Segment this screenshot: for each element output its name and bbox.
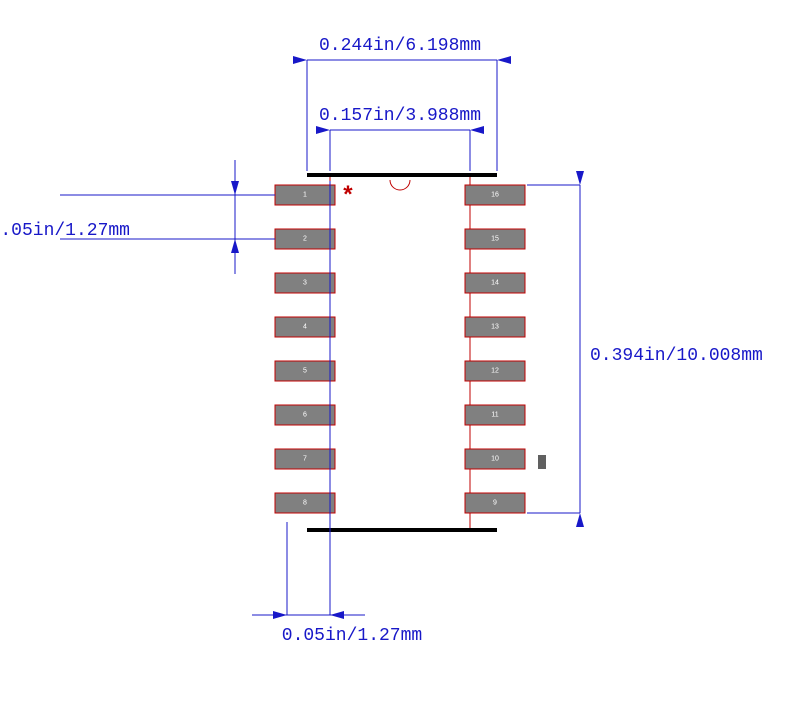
pad-pin-6: 6 [275,405,335,425]
svg-text:12: 12 [491,368,499,375]
svg-text:3: 3 [303,280,307,287]
svg-text:13: 13 [491,324,499,331]
pad-pin-16: 16 [465,185,525,205]
pin1-marker-icon: * [341,184,355,211]
pad-pin-1: 1 [275,185,335,205]
svg-text:16: 16 [491,192,499,199]
svg-text:6: 6 [303,412,307,419]
pad-pin-11: 11 [465,405,525,425]
pad-pin-14: 14 [465,273,525,293]
svg-text:4: 4 [303,324,307,331]
svg-text:7: 7 [303,456,307,463]
svg-text:11: 11 [491,412,498,419]
dimension-label: 0.394in/10.008mm [590,346,763,366]
dimension-label: 0.05in/1.27mm [282,626,422,646]
dimension-label: 0.05in/1.27mm [0,221,130,241]
dimension-label: 0.244in/6.198mm [319,36,481,56]
svg-text:14: 14 [491,280,499,287]
svg-text:2: 2 [303,236,307,243]
pad-pin-5: 5 [275,361,335,381]
pad-pin-7: 7 [275,449,335,469]
svg-text:10: 10 [491,456,499,463]
svg-text:5: 5 [303,368,307,375]
pad-pin-15: 15 [465,229,525,249]
pad-pin-3: 3 [275,273,335,293]
pad-pin-4: 4 [275,317,335,337]
footprint-diagram: 1 16 2 15 3 14 4 13 5 12 6 11 7 10 8 9 * 0.244in/6.198mm 0… [0,0,800,707]
pad-pin-13: 13 [465,317,525,337]
pad-pin-10: 10 [465,449,525,469]
svg-text:15: 15 [491,236,499,243]
svg-text:8: 8 [303,500,307,507]
dimension-label: 0.157in/3.988mm [319,106,481,126]
svg-text:1: 1 [303,192,307,199]
pin1-notch [390,180,410,190]
orientation-mark [538,455,546,469]
svg-text:9: 9 [493,500,497,507]
pad-pin-2: 2 [275,229,335,249]
pad-pin-8: 8 [275,493,335,513]
pad-pin-9: 9 [465,493,525,513]
pad-pin-12: 12 [465,361,525,381]
ic-package: 1 16 2 15 3 14 4 13 5 12 6 11 7 10 8 9 * [275,175,546,530]
